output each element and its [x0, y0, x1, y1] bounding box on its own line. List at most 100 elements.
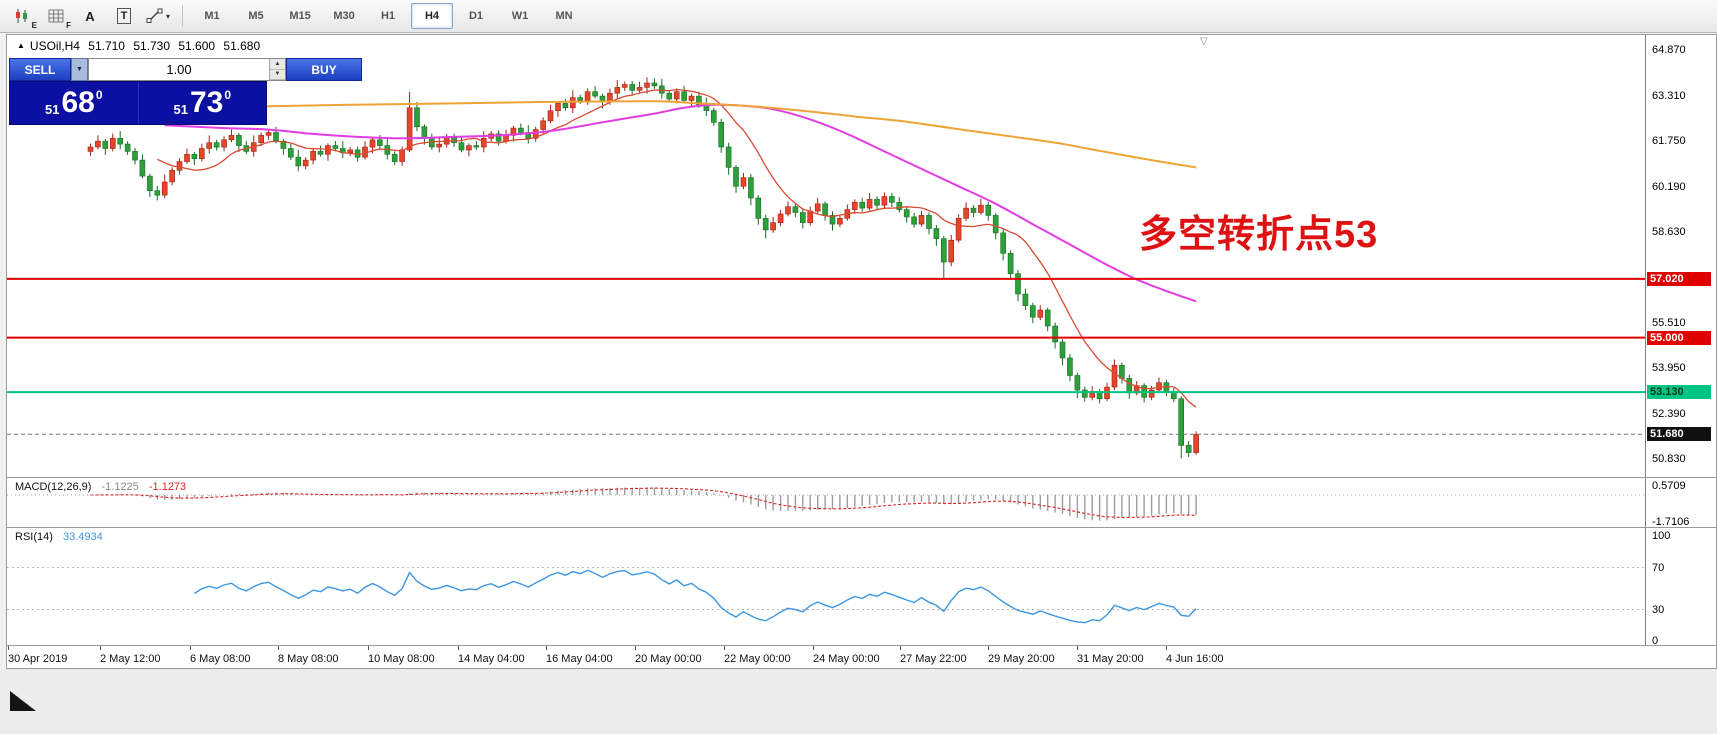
- price-tick-label: 63.310: [1652, 89, 1686, 102]
- chart-title: ▲ USOil,H4 51.710 51.730 51.600 51.680: [17, 39, 265, 53]
- buy-price-big: 73: [189, 86, 224, 119]
- buy-button[interactable]: BUY: [286, 58, 362, 81]
- rsi-value: 33.4934: [62, 531, 103, 543]
- time-axis-label: 24 May 00:00: [813, 653, 880, 665]
- drawing-objects-dropdown-icon[interactable]: ▾: [142, 3, 174, 29]
- quote-open: 51.710: [88, 39, 125, 53]
- rsi-axis-label-70: 70: [1652, 561, 1665, 574]
- toolbar-separator: [182, 5, 184, 27]
- macd-chart: [7, 487, 1645, 521]
- time-axis-tick: [190, 646, 191, 650]
- time-axis-tick: [100, 646, 101, 650]
- time-axis-tick: [546, 646, 547, 650]
- candlestick-chart-icon-glyph: [16, 9, 27, 23]
- price-tick-label: 50.830: [1652, 453, 1686, 465]
- macd-label: MACD(12,26,9) -1.1225 -1.1273: [15, 481, 188, 493]
- sell-button[interactable]: SELL: [9, 58, 71, 81]
- time-axis-tick: [1166, 646, 1167, 650]
- time-axis-tick: [278, 646, 279, 650]
- text-annotation-icon-glyph: A: [85, 8, 95, 24]
- price-tick-label: 55.510: [1652, 316, 1686, 329]
- time-axis-label: 31 May 20:00: [1077, 653, 1144, 665]
- time-axis-label: 16 May 04:00: [546, 653, 613, 665]
- candles: [87, 77, 1199, 459]
- rsi-axis-label-30: 30: [1652, 603, 1665, 616]
- volume-steppers: ▲ ▼: [269, 59, 285, 80]
- candlestick-chart-icon[interactable]: E: [6, 3, 38, 30]
- one-click-trading-widget: SELL ▼ ▲ ▼ BUY 51 68 0 51 73 0: [9, 58, 362, 125]
- sell-price-big: 68: [61, 86, 95, 119]
- rsi-line: [194, 569, 1197, 624]
- trade-controls-row: SELL ▼ ▲ ▼ BUY: [9, 58, 362, 81]
- caret-down-icon: ▾: [166, 11, 171, 21]
- chart-annotation-text[interactable]: 多空转折点53: [1139, 214, 1379, 256]
- moving-average-mid: [164, 103, 1197, 303]
- timeframe-button-M15[interactable]: M15: [289, 10, 311, 22]
- price-tick-label: 52.390: [1652, 407, 1686, 420]
- candlestick-chart: [7, 77, 1645, 459]
- timeframe-button-group: M1 M5 M15 M30 H1 H4 D1 W1 MN: [190, 3, 586, 29]
- time-axis-tick: [988, 646, 989, 650]
- time-axis-label: 20 May 00:00: [635, 653, 702, 665]
- grid-indicators-icon[interactable]: F: [40, 3, 72, 30]
- timeframe-button-H1[interactable]: H1: [380, 10, 396, 22]
- sell-price-sup: 0: [95, 88, 103, 102]
- price-tick-label: 61.750: [1652, 135, 1686, 148]
- price-display-panel: 51 68 0 51 73 0: [9, 81, 267, 125]
- price-chart-pane: 多空转折点53 ▽ ▲ USOil,H4 51.710 51.730 51.600…: [6, 34, 1717, 478]
- trade-dropdown-button[interactable]: ▼: [71, 58, 88, 81]
- buy-price-display[interactable]: 51 73 0: [137, 82, 267, 124]
- volume-control: ▲ ▼: [88, 58, 286, 81]
- macd-signal-value: -1.1273: [148, 481, 187, 493]
- timeframe-button-H4[interactable]: H4: [411, 3, 454, 29]
- text-annotation-icon[interactable]: A: [74, 3, 106, 29]
- time-axis-tick: [813, 646, 814, 650]
- text-box-icon-glyph: T: [116, 8, 132, 24]
- macd-signal-line: [90, 487, 1197, 518]
- time-axis[interactable]: 30 Apr 2019 2 May 12:00 6 May 08:00 8 May 0…: [6, 645, 1717, 669]
- time-axis-tick: [368, 646, 369, 650]
- text-box-icon[interactable]: T: [108, 3, 140, 29]
- timeframe-button-W1[interactable]: W1: [511, 10, 529, 22]
- price-badge-55.000: 55.000: [1647, 330, 1711, 345]
- sell-price-display[interactable]: 51 68 0: [10, 82, 138, 124]
- time-axis-label: 10 May 08:00: [368, 653, 435, 665]
- time-axis-label: 22 May 00:00: [724, 653, 791, 665]
- caret-down-icon: ▼: [76, 66, 83, 73]
- icon-sub-label: E: [31, 21, 37, 30]
- rsi-plot-area[interactable]: [7, 528, 1646, 645]
- toolbar: E F A T ▾ M1 M5 M15 M30 H1 H4 D1 W1 MN: [0, 0, 1717, 33]
- timeframe-button-M5[interactable]: M5: [248, 10, 264, 22]
- macd-plot-area[interactable]: [7, 478, 1646, 527]
- symbol-marker-icon: ▲: [17, 41, 25, 50]
- timeframe-button-D1[interactable]: D1: [468, 10, 484, 22]
- price-axis[interactable]: 64.870 63.310 61.750 60.190 58.630 55.510 53.9…: [1645, 35, 1716, 477]
- timeframe-button-M30[interactable]: M30: [333, 10, 355, 22]
- macd-name: MACD(12,26,9): [15, 481, 92, 493]
- corner-marker-icon: [10, 691, 36, 711]
- macd-axis-max-label: 0.5709: [1652, 480, 1686, 492]
- timeframe-button-MN[interactable]: MN: [555, 10, 573, 22]
- time-axis-tick: [900, 646, 901, 650]
- rsi-axis[interactable]: 100 70 30 0: [1645, 528, 1716, 647]
- price-badge-57.020: 57.020: [1647, 271, 1711, 286]
- volume-increase-button[interactable]: ▲: [270, 59, 285, 70]
- time-axis-label: 30 Apr 2019: [8, 653, 68, 665]
- time-axis-tick: [8, 646, 9, 650]
- volume-decrease-button[interactable]: ▼: [270, 69, 285, 80]
- price-tick-label: 58.630: [1652, 226, 1686, 238]
- buy-price-sup: 0: [224, 88, 232, 102]
- volume-input[interactable]: [89, 59, 269, 80]
- price-badge-53.130: 53.130: [1647, 385, 1711, 400]
- sell-price-prefix: 51: [44, 102, 60, 117]
- time-axis-tick: [458, 646, 459, 650]
- drawing-objects-dropdown-icon-glyph: [146, 8, 163, 23]
- macd-axis[interactable]: 0.5709 -1.7106: [1645, 478, 1716, 528]
- quote-close: 51.680: [223, 39, 261, 53]
- rsi-name: RSI(14): [15, 531, 53, 543]
- chart-plot-area[interactable]: 多空转折点53 ▽: [7, 35, 1646, 477]
- timeframe-button-M1[interactable]: M1: [204, 10, 220, 22]
- quote-low: 51.600: [178, 39, 216, 53]
- rsi-axis-label-0: 0: [1652, 635, 1659, 647]
- price-tick-label: 60.190: [1652, 180, 1686, 193]
